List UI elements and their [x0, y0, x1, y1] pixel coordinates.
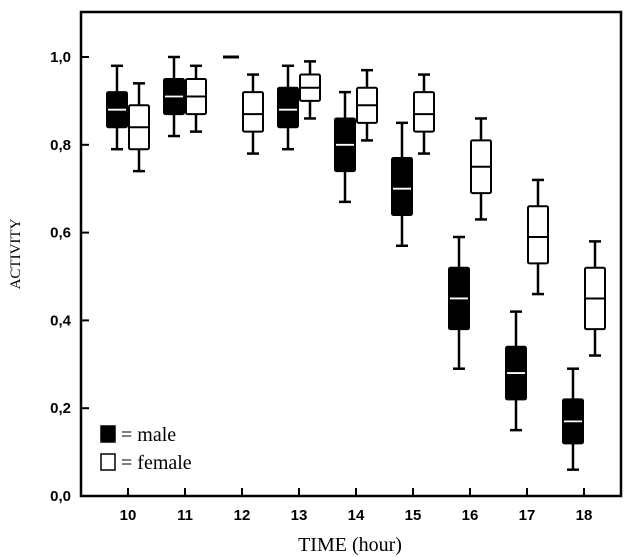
box-male-11	[163, 55, 185, 138]
x-axis-title: TIME (hour)	[298, 534, 402, 556]
legend-swatch-female	[100, 453, 116, 471]
y-tick-label: 0,6	[50, 225, 71, 242]
y-axis: 0,0 0,2 0,4 0,6 0,8 1,0	[50, 49, 89, 505]
x-tick-label: 17	[519, 507, 536, 524]
box-body	[413, 91, 435, 133]
box-body	[391, 156, 413, 217]
box-female-10	[128, 82, 150, 173]
x-tick-label: 12	[234, 507, 251, 524]
y-tick-label: 0,8	[50, 137, 71, 154]
box-female-12	[242, 73, 264, 155]
y-axis-title: ACTIVITY	[8, 218, 24, 289]
y-tick-label: 0,0	[50, 488, 71, 505]
y-tick-label: 1,0	[50, 49, 71, 66]
box-male-18	[562, 367, 584, 471]
x-tick-label: 18	[576, 507, 593, 524]
box-body	[527, 205, 549, 265]
legend-label-male: = male	[121, 424, 176, 446]
x-tick-label: 10	[120, 507, 137, 524]
box-male-13	[277, 64, 299, 151]
y-tick-label: 0,4	[50, 312, 72, 329]
box-male-16	[448, 235, 470, 370]
plot-frame	[79, 10, 623, 498]
box-female-18	[584, 240, 606, 357]
box-body	[242, 91, 264, 133]
box-female-15	[413, 73, 435, 155]
box-male-17	[505, 310, 527, 432]
box-body	[277, 86, 299, 129]
legend-label-female: = female	[121, 452, 192, 474]
box-female-13	[299, 60, 321, 120]
x-tick-label: 15	[405, 507, 422, 524]
x-tick-label: 14	[348, 507, 365, 524]
x-tick-label: 16	[462, 507, 479, 524]
box-female-17	[527, 178, 549, 296]
x-tick-label: 11	[177, 507, 193, 524]
box-male-15	[391, 121, 413, 248]
box-male-10	[106, 64, 128, 151]
box-male-14	[334, 90, 356, 204]
box-female-11	[185, 64, 207, 133]
legend-swatch-male	[100, 425, 116, 443]
box-series	[106, 55, 606, 471]
x-axis: 10 11 12 13 14 15 16 17 18	[120, 488, 593, 524]
box-female-14	[356, 68, 378, 142]
legend: = male = female	[100, 424, 192, 474]
y-tick-label: 0,2	[50, 400, 71, 417]
x-tick-label: 13	[291, 507, 308, 524]
box-female-16	[470, 117, 492, 221]
